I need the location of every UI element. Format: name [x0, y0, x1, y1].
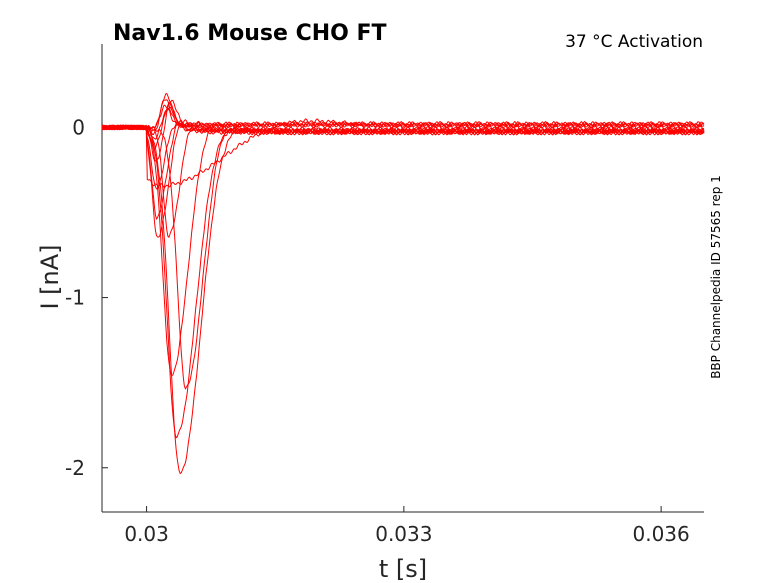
current-trace — [101, 124, 705, 439]
axes — [101, 44, 704, 513]
ticks: 0.03 0.033 0.036 0 -1 -2 — [65, 115, 690, 546]
current-trace — [101, 119, 705, 238]
x-tick-label: 0.03 — [124, 522, 169, 546]
current-trace — [101, 119, 705, 220]
x-tick-label: 0.033 — [375, 522, 432, 546]
current-trace — [101, 124, 705, 475]
y-tick-label: -1 — [65, 286, 85, 310]
current-trace — [101, 93, 705, 135]
y-tick-label: 0 — [72, 115, 85, 139]
current-trace — [101, 123, 705, 390]
channelpedia-id-label: BBP Channelpedia ID 57565 rep 1 — [709, 175, 723, 379]
current-traces — [101, 93, 705, 475]
condition-label: 37 °C Activation — [565, 32, 703, 52]
current-trace — [101, 106, 704, 140]
chart-title: Nav1.6 Mouse CHO FT — [113, 21, 387, 46]
current-trace — [101, 124, 705, 377]
y-axis-label: I [nA] — [36, 244, 64, 309]
x-axis-label: t [s] — [379, 555, 427, 583]
x-tick-label: 0.036 — [632, 522, 689, 546]
y-tick-label: -2 — [65, 456, 85, 480]
